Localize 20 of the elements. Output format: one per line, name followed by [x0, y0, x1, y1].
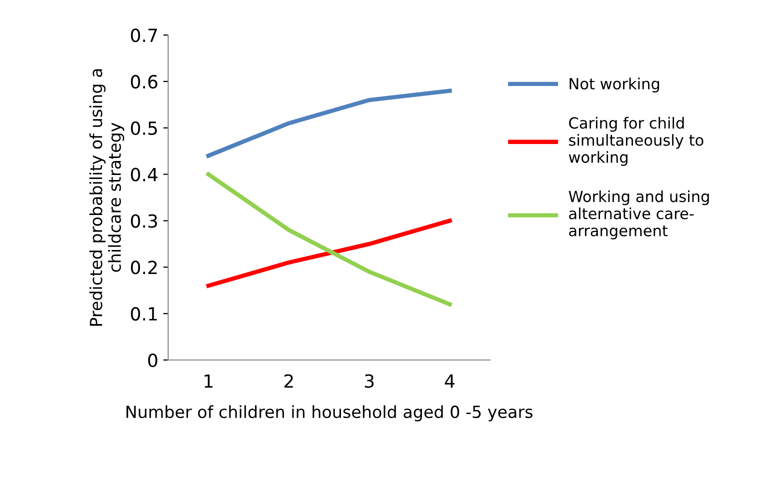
x-tick-label: 3: [364, 374, 374, 388]
y-tick-label: 0: [148, 353, 158, 368]
line-series: [206, 172, 452, 306]
x-axis-title: Number of children in household aged 0 -5 years: [126, 405, 532, 422]
y-tick-label: 0.4: [130, 168, 158, 182]
x-tick-label: 4: [444, 374, 454, 388]
y-tick-label: 0.7: [130, 28, 157, 42]
y-tick-label: 0.5: [130, 121, 157, 135]
legend-label: Working and using alternative care- arrangement: [568, 190, 709, 240]
y-axis-title: Predicted probability of using a childcare strategy: [89, 69, 124, 326]
line-series: [206, 218, 452, 288]
line-series: [206, 88, 452, 158]
x-tick-label: 1: [204, 374, 212, 388]
legend-label: Not working: [570, 78, 660, 92]
y-tick-label: 0.1: [130, 307, 157, 321]
legend-label: Caring for child simultaneously to working: [568, 116, 704, 166]
x-tick-label: 2: [284, 374, 293, 388]
y-tick-label: 0.6: [130, 74, 158, 89]
y-tick-label: 0.2: [130, 260, 157, 274]
y-tick-label: 0.3: [130, 214, 158, 228]
